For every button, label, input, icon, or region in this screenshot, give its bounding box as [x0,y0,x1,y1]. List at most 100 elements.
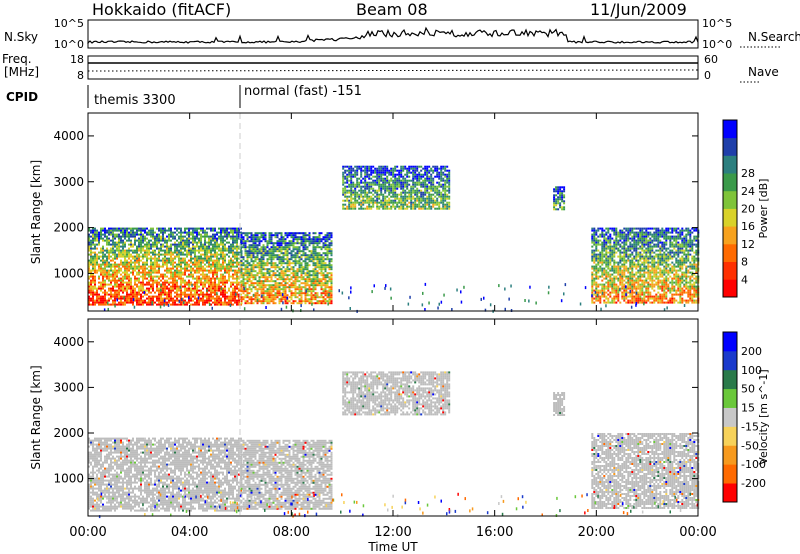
scatter-cell [294,278,297,281]
scatter-cell [220,231,222,234]
scatter-cell [428,203,431,206]
scatter-cell [136,229,138,232]
scatter-cell [204,259,206,262]
scatter-cell [176,239,178,242]
scatter-cell [318,246,321,249]
scatter-cell [132,227,134,230]
scatter-cell [370,187,373,190]
scatter-cell [204,279,206,282]
scatter-cell [118,283,120,286]
scatter-cell [180,263,182,266]
scatter-cell [362,181,365,184]
scatter-cell [266,254,269,257]
scatter-cell [126,229,128,232]
scatter-cell [262,260,265,263]
scatter-cell [350,201,353,204]
scatter-cell [104,249,106,252]
scatter-cell [174,275,176,278]
scatter-cell [250,248,253,251]
scatter-cell [188,251,190,254]
scatter-cell [102,291,104,294]
scatter-cell [276,270,279,273]
scatter-cell [609,263,612,266]
scatter-cell [152,271,154,274]
scatter-cell [378,173,381,176]
scatter-cell [236,261,238,264]
scatter-cell [292,250,295,253]
scatter-cell [322,256,325,259]
scatter-cell [294,262,297,265]
scatter-cell [228,259,230,262]
scatter-cell [198,231,200,234]
scatter-cell [184,267,186,270]
scatter-cell [268,296,271,299]
scatter-cell [188,235,190,238]
scatter-cell [262,292,265,295]
scatter-cell [376,195,379,198]
scatter-cell [236,283,238,286]
scatter-cell [412,189,415,192]
scatter-cell [290,242,293,245]
scatter-cell [206,277,208,280]
scatter-cell [380,199,383,202]
scatter-cell [344,165,347,168]
scatter-cell [176,271,178,274]
scatter-cell [148,257,150,260]
scatter-cell [196,291,198,294]
scatter-cell [434,185,437,188]
scatter-cell [563,194,566,197]
scatter-cell [184,301,186,304]
scatter-cell [244,286,247,289]
scatter-cell [420,181,423,184]
scatter-cell [434,195,437,198]
scatter-cell [352,201,355,204]
scatter-cell [404,179,407,182]
scatter-cell [164,239,166,242]
scatter-cell [208,249,210,252]
scatter-cell [432,193,435,196]
scatter-cell [234,273,236,276]
scatter-cell [420,169,423,172]
scatter-cell [100,235,102,238]
scatter-cell [140,233,142,236]
scatter-cell [232,235,234,238]
scatter-cell [330,278,333,281]
scatter-cell [216,233,218,236]
scatter-cell [262,282,265,285]
scatter-cell [390,183,393,186]
scatter-cell [184,287,186,290]
scatter-cell [242,280,245,283]
scatter-cell [418,197,421,200]
scatter-cell [290,284,293,287]
scatter-cell [194,277,196,280]
scatter-cell [246,288,249,291]
scatter-cell [292,256,295,259]
scatter-cell [611,281,614,284]
scatter-cell [432,187,435,190]
scatter-cell [430,167,433,170]
scatter-cell [202,247,204,250]
scatter-cell [282,292,285,295]
scatter-cell [420,201,423,204]
scatter-cell [116,263,118,266]
scatter-cell [108,261,110,264]
scatter-cell [166,265,168,268]
scatter-cell [108,277,110,280]
scatter-cell [196,275,198,278]
scatter-cell [250,274,253,277]
scatter-cell [434,201,437,204]
scatter-cell [128,231,130,234]
scatter-cell [180,269,182,272]
scatter-cell [146,293,148,296]
scatter-cell [306,254,309,257]
scatter-cell [288,290,291,293]
scatter-cell [114,291,116,294]
scatter-cell [368,207,371,210]
scatter-cell [302,238,305,241]
scatter-cell [94,235,96,238]
scatter-cell [300,232,303,235]
scatter-cell [184,247,186,250]
scatter-cell [162,283,164,286]
scatter-cell [110,249,112,252]
scatter-cell [148,253,150,256]
